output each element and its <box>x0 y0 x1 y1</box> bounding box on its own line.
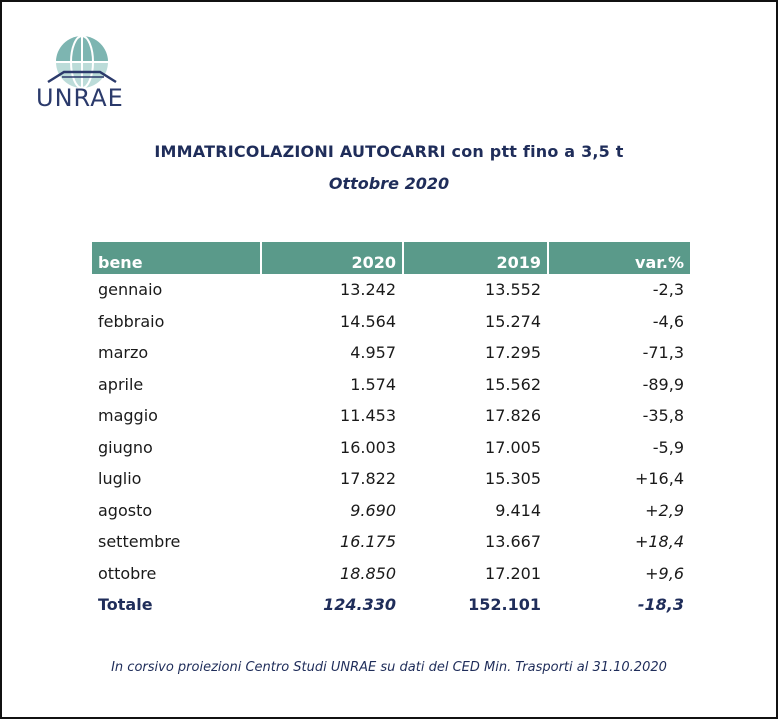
row-value-2019: 15.562 <box>485 374 541 394</box>
header-bene: bene <box>92 242 260 274</box>
table-row: settembre 16.175 13.667 +18,4 <box>92 526 690 558</box>
table-row: maggio 11.453 17.826 -35,8 <box>92 400 690 432</box>
row-var-pct: -71,3 <box>642 343 684 363</box>
row-label: ottobre <box>98 563 157 583</box>
header-var: var.% <box>547 242 690 274</box>
row-label: giugno <box>98 437 153 457</box>
registrations-table: bene 2020 2019 var.% gennaio 13.242 13.552… <box>92 242 690 621</box>
table-row: luglio 17.822 15.305 +16,4 <box>92 463 690 495</box>
row-var-pct: +16,4 <box>634 469 684 489</box>
row-value-2019: 17.005 <box>485 437 541 457</box>
unrae-globe-logo-icon: UNRAE <box>36 35 124 110</box>
row-var-pct: +2,9 <box>645 500 684 520</box>
row-value-2020: 17.822 <box>340 469 396 489</box>
row-value-2020: 18.850 <box>340 563 396 583</box>
header-2020: 2020 <box>260 242 402 274</box>
logo-text: UNRAE <box>36 84 124 110</box>
row-value-2020: 13.242 <box>340 280 396 300</box>
table-row: febbraio 14.564 15.274 -4,6 <box>92 306 690 338</box>
row-label: settembre <box>98 532 181 552</box>
table-row: gennaio 13.242 13.552 -2,3 <box>92 274 690 306</box>
row-value-2020: 14.564 <box>340 311 396 331</box>
row-var-pct: -35,8 <box>642 406 684 426</box>
page-title: IMMATRICOLAZIONI AUTOCARRI con ptt fino … <box>154 142 624 161</box>
row-value-2020: 1.574 <box>350 374 396 394</box>
row-label: aprile <box>98 374 144 394</box>
table-row: giugno 16.003 17.005 -5,9 <box>92 432 690 464</box>
row-value-2019: 13.667 <box>485 532 541 552</box>
table-header-row: bene 2020 2019 var.% <box>92 242 690 274</box>
row-value-2020: 9.690 <box>350 500 396 520</box>
row-var-pct: -89,9 <box>642 374 684 394</box>
row-value-2020: 11.453 <box>340 406 396 426</box>
row-var-pct: +9,6 <box>645 563 684 583</box>
row-value-2019: 15.305 <box>485 469 541 489</box>
row-value-2019: 17.826 <box>485 406 541 426</box>
footnote: In corsivo proiezioni Centro Studi UNRAE… <box>111 660 667 675</box>
row-label: maggio <box>98 406 158 426</box>
table-row: ottobre 18.850 17.201 +9,6 <box>92 558 690 590</box>
row-value-2020: 16.175 <box>340 532 396 552</box>
page-subtitle: Ottobre 2020 <box>328 174 450 193</box>
table-row: aprile 1.574 15.562 -89,9 <box>92 369 690 401</box>
header-2019: 2019 <box>402 242 547 274</box>
row-value-2019: 15.274 <box>485 311 541 331</box>
row-value-2020: 16.003 <box>340 437 396 457</box>
row-label: luglio <box>98 469 142 489</box>
total-var-pct: -18,3 <box>637 595 684 615</box>
total-row: Totale 124.330 152.101 -18,3 <box>92 589 690 621</box>
row-var-pct: -5,9 <box>652 437 684 457</box>
row-value-2020: 4.957 <box>350 343 396 363</box>
row-value-2019: 9.414 <box>495 500 541 520</box>
total-2019: 152.101 <box>468 595 541 615</box>
row-label: marzo <box>98 343 149 363</box>
table-row: marzo 4.957 17.295 -71,3 <box>92 337 690 369</box>
row-value-2019: 13.552 <box>485 280 541 300</box>
unrae-logo: UNRAE <box>34 34 144 110</box>
total-label: Totale <box>98 595 153 615</box>
row-var-pct: -2,3 <box>652 280 684 300</box>
table-row: agosto 9.690 9.414 +2,9 <box>92 495 690 527</box>
row-var-pct: +18,4 <box>634 532 684 552</box>
row-value-2019: 17.201 <box>485 563 541 583</box>
total-2020: 124.330 <box>323 595 396 615</box>
row-label: febbraio <box>98 311 165 331</box>
row-label: agosto <box>98 500 153 520</box>
row-value-2019: 17.295 <box>485 343 541 363</box>
row-label: gennaio <box>98 280 163 300</box>
row-var-pct: -4,6 <box>652 311 684 331</box>
